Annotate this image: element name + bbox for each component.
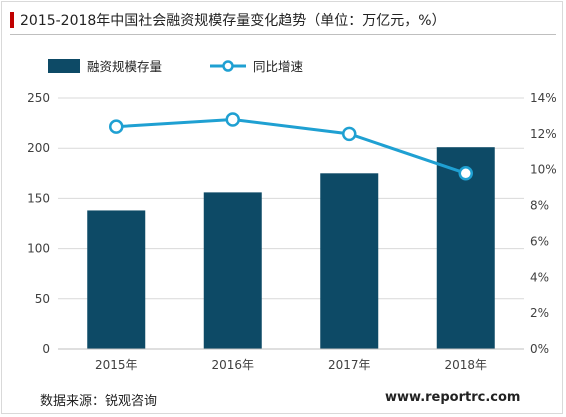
y-right-tick-label: 2% [530, 306, 549, 320]
y-right-tick-label: 4% [530, 270, 549, 284]
line-point [109, 119, 124, 134]
website-link[interactable]: www.reportrc.com [385, 390, 521, 405]
legend-swatch-bar [48, 59, 80, 73]
x-tick-label: 2016年 [211, 358, 254, 372]
y-left-tick-label: 150 [27, 191, 50, 205]
y-left-tick-label: 0 [42, 342, 50, 356]
legend-label-line: 同比增速 [253, 59, 304, 74]
y-right-tick-label: 12% [530, 127, 557, 141]
line-point [342, 126, 357, 142]
title-divider [10, 34, 556, 35]
line-path [116, 118, 467, 175]
y-left-tick-label: 250 [27, 91, 50, 105]
x-tick-label: 2018年 [444, 358, 487, 372]
y-left-tick-label: 200 [27, 141, 50, 155]
y-right-tick-label: 10% [530, 163, 557, 177]
legend-label-bar: 融资规模存量 [87, 59, 162, 74]
y-left-tick-label: 50 [35, 292, 50, 306]
y-right-tick-label: 6% [530, 234, 549, 248]
bar [203, 192, 262, 349]
y-right-tick-label: 14% [530, 91, 557, 105]
line-point [458, 166, 473, 181]
x-tick-label: 2015年 [95, 358, 138, 372]
title-accent-bar [10, 12, 14, 28]
line-series [109, 112, 473, 181]
bar [320, 173, 379, 349]
y-right-tick-label: 0% [530, 342, 549, 356]
chart-title: 2015-2018年中国社会融资规模存量变化趋势（单位：万亿元，%） [20, 13, 446, 29]
source-note: 数据来源：锐观咨询 [40, 394, 158, 409]
y-left-tick-label: 100 [27, 242, 50, 256]
bar [436, 147, 495, 349]
y-right-tick-label: 8% [530, 199, 549, 213]
bar [87, 210, 146, 349]
legend: 融资规模存量 同比增速 [48, 59, 304, 74]
x-tick-label: 2017年 [328, 358, 371, 372]
legend-swatch-marker [222, 60, 234, 72]
axes: 0 50 100 150 200 250 0% 2% 4% 6% 8% 10% 12% 14% 2015年 2… [27, 91, 557, 372]
line-point [225, 112, 240, 127]
bar-series [87, 147, 495, 349]
